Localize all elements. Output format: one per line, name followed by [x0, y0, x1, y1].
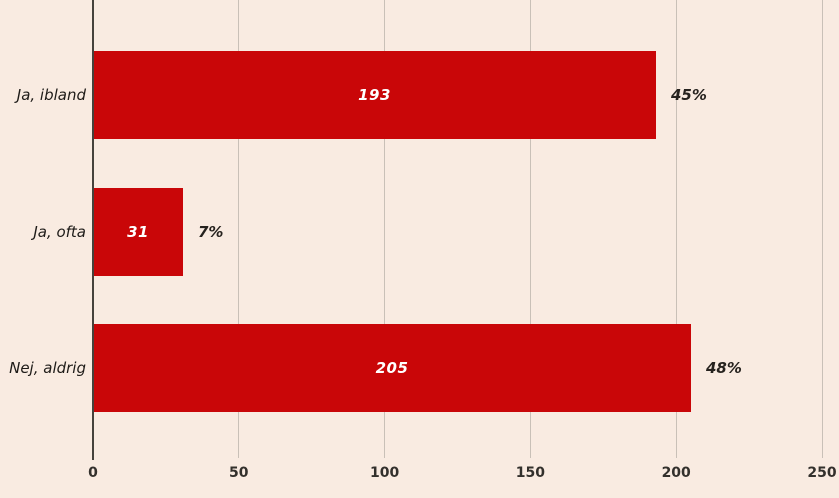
- bar: 31: [93, 188, 183, 276]
- percent-label: 45%: [671, 86, 707, 104]
- bar-value-label: 193: [358, 86, 391, 104]
- gridline: [384, 0, 386, 458]
- x-axis-tick-label: 100: [369, 465, 400, 481]
- x-axis-tick-label: 200: [661, 465, 691, 481]
- gridline: [821, 0, 823, 458]
- bar-value-label: 31: [127, 223, 149, 241]
- gridline: [675, 0, 677, 458]
- x-axis-tick-label: 0: [88, 465, 98, 481]
- x-axis-tick-label: 150: [515, 465, 545, 481]
- gridline: [238, 0, 240, 458]
- percent-label: 48%: [706, 359, 742, 377]
- bar: 205: [93, 324, 691, 412]
- category-label: Ja, ofta: [33, 223, 86, 241]
- bar: 193: [93, 51, 656, 139]
- x-axis-tick-label: 50: [229, 465, 249, 481]
- category-label: Ja, ibland: [16, 86, 86, 104]
- category-label: Nej, aldrig: [9, 359, 86, 377]
- gridline: [529, 0, 531, 458]
- x-axis-tick-label: 250: [807, 465, 837, 481]
- y-axis-line: [92, 0, 94, 460]
- bar-value-label: 205: [375, 359, 409, 377]
- percent-label: 7%: [198, 223, 224, 241]
